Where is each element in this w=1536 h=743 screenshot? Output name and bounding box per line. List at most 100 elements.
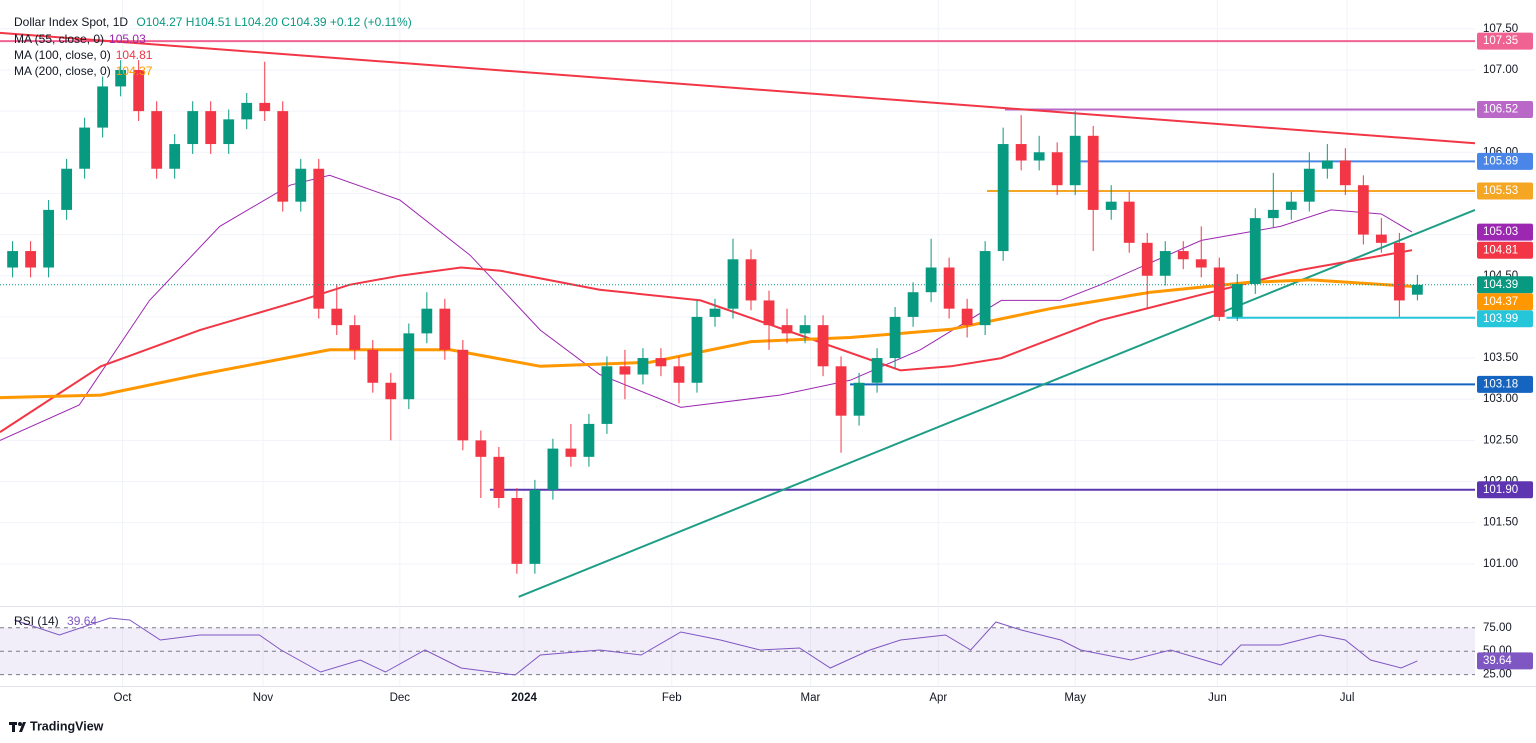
candle-body [1267, 209, 1279, 219]
x-tick-label: Dec [390, 692, 411, 704]
candle-body [691, 316, 703, 383]
brand: TradingView [30, 719, 104, 733]
price-box-label: 106.52 [1483, 104, 1518, 116]
candle-body [601, 366, 613, 424]
y-tick-label: 101.50 [1483, 517, 1518, 529]
candle-body [1375, 234, 1387, 243]
rsi-title: RSI (14) [14, 614, 59, 628]
candle-body [1141, 242, 1153, 276]
x-tick-label: Feb [662, 692, 682, 704]
y-tick-label: 25.00 [1483, 669, 1512, 681]
candle-body [331, 308, 343, 326]
candle-body [133, 69, 145, 112]
candle-body [295, 168, 307, 202]
x-tick-label: May [1064, 692, 1086, 704]
candle-body [853, 382, 865, 416]
candle-body [655, 358, 667, 367]
y-tick-label: 102.50 [1483, 434, 1518, 446]
candle-body [1087, 135, 1099, 210]
candle-body [1105, 201, 1117, 210]
candle-body [1177, 251, 1189, 260]
candle-body [367, 349, 379, 383]
price-box-label: 105.89 [1483, 155, 1518, 167]
candle-body [1231, 283, 1243, 317]
candle-body [151, 111, 163, 169]
candle-body [421, 308, 433, 334]
candle-body [673, 366, 685, 383]
candle-body [763, 300, 775, 326]
price-box [1477, 293, 1533, 311]
candle-body [619, 366, 631, 375]
x-tick-label: Apr [929, 692, 947, 704]
candle-body [709, 308, 721, 317]
price-box-label: 105.03 [1483, 226, 1518, 238]
symbol-title: Dollar Index Spot, 1D [14, 15, 129, 29]
candle-body [1393, 242, 1405, 301]
candle-body [817, 325, 829, 367]
legend-main: Dollar Index Spot, 1D O104.27 H104.51 L1… [14, 15, 417, 29]
candle-body [583, 423, 595, 457]
candle-body [7, 251, 19, 268]
price-box [1477, 32, 1533, 50]
candle-body [223, 119, 235, 145]
candle-body [511, 497, 523, 564]
candle-body [241, 102, 253, 120]
price-box [1477, 241, 1533, 259]
candle-body [97, 86, 109, 128]
price-box-label: 105.53 [1483, 185, 1518, 197]
x-tick-label: Nov [253, 692, 274, 704]
candle-body [1321, 160, 1333, 169]
candle-body [871, 358, 883, 383]
candle-body [565, 448, 577, 457]
moving-average [0, 174, 1413, 441]
candle-body [781, 325, 793, 334]
ma-legend-row: MA (200, close, 0) 104.37 [14, 64, 157, 78]
candle-body [1411, 284, 1423, 295]
candle-body [115, 69, 127, 87]
price-box [1477, 223, 1533, 241]
price-box-label: 104.39 [1483, 279, 1518, 291]
y-tick-label: 103.00 [1483, 393, 1518, 405]
candle-body [745, 259, 757, 301]
x-tick-label: Oct [114, 692, 133, 704]
ma-value: 105.03 [109, 32, 146, 46]
candle-body [313, 168, 325, 309]
candle-body [385, 382, 397, 400]
candle-body [61, 168, 73, 210]
value-box [1477, 652, 1533, 670]
ma-name: MA (200, close, 0) [14, 64, 111, 78]
candle-body [907, 292, 919, 317]
candle-body [547, 448, 559, 490]
x-tick-label: Mar [801, 692, 821, 704]
ma-legend-row: MA (100, close, 0) 104.81 [14, 48, 157, 62]
candle-body [277, 111, 289, 202]
rsi-value: 39.64 [67, 614, 98, 628]
trendline [518, 208, 1476, 598]
candle-body [259, 102, 271, 112]
x-tick-label: 2024 [511, 692, 537, 704]
moving-average [0, 278, 1413, 400]
candle-body [403, 333, 415, 400]
candle-body [169, 144, 181, 169]
candle-body [835, 366, 847, 416]
candle-body [43, 209, 55, 268]
candle-body [1213, 267, 1225, 317]
logo: TradingView [9, 719, 104, 733]
price-box-label: 104.37 [1483, 296, 1518, 308]
candle-body [457, 349, 469, 441]
price-box [1477, 481, 1533, 499]
price-box [1477, 276, 1533, 294]
candle-body [889, 316, 901, 359]
candle-body [439, 308, 451, 350]
candle-body [961, 308, 973, 326]
ma-value: 104.81 [115, 48, 153, 62]
price-box [1477, 152, 1533, 170]
candle-body [493, 456, 505, 498]
ohlc: O104.27 H104.51 L104.20 C104.39 +0.12 (+… [136, 15, 412, 29]
candle-body [1069, 135, 1081, 186]
rsi-line [14, 617, 1418, 676]
candle-body [529, 489, 541, 564]
candle-body [799, 325, 811, 334]
candle-body [637, 358, 649, 375]
